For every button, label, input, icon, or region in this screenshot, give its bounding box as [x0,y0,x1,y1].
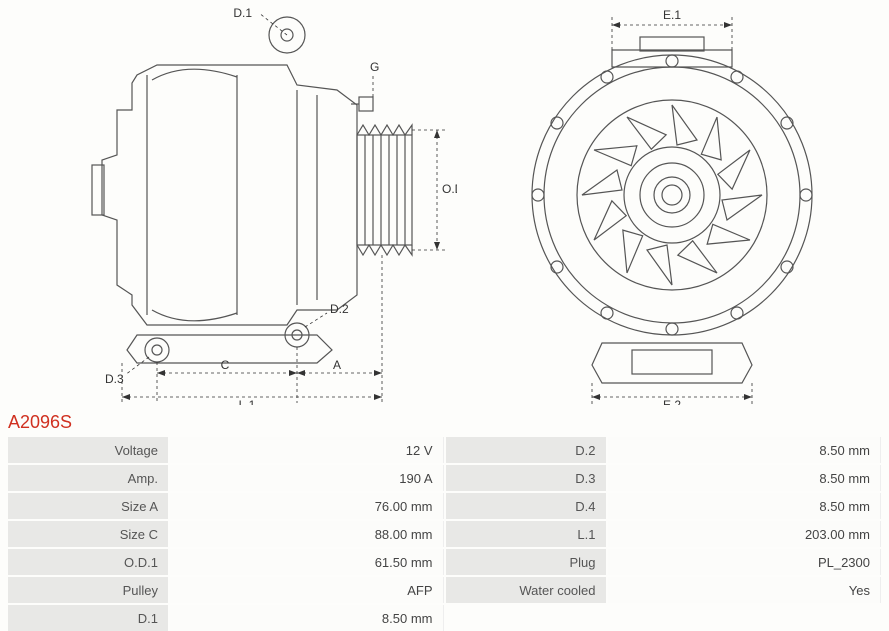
spec-value: Yes [608,577,882,603]
spec-value: AFP [170,577,444,603]
spec-value: 8.50 mm [170,605,444,631]
spec-column-right: D.28.50 mmD.38.50 mmD.48.50 mmL.1203.00 … [446,437,882,631]
spec-label: L.1 [446,521,606,547]
spec-row: Voltage12 V [8,437,444,463]
label-a: A [333,358,341,372]
spec-value: 61.50 mm [170,549,444,575]
spec-label: D.4 [446,493,606,519]
spec-value: 8.50 mm [608,437,882,463]
spec-label: Voltage [8,437,168,463]
spec-label: Amp. [8,465,168,491]
spec-row: O.D.161.50 mm [8,549,444,575]
spec-column-left: Voltage12 VAmp.190 ASize A76.00 mmSize C… [8,437,444,631]
spec-row: L.1203.00 mm [446,521,882,547]
label-d2: D.2 [330,302,349,316]
label-g: G [370,60,379,74]
spec-value: 190 A [170,465,444,491]
spec-value: PL_2300 [608,549,882,575]
spec-label: Size A [8,493,168,519]
spec-label: D.1 [8,605,168,631]
label-c: C [221,358,230,372]
spec-label: Water cooled [446,577,606,603]
spec-label: Plug [446,549,606,575]
spec-value: 88.00 mm [170,521,444,547]
spec-row: D.28.50 mm [446,437,882,463]
front-view-diagram: E.1 E.2 [492,5,852,405]
spec-row: D.48.50 mm [446,493,882,519]
part-number-title: A2096S [0,410,889,437]
spec-value: 76.00 mm [170,493,444,519]
label-e1: E.1 [663,8,681,22]
spec-value: 8.50 mm [608,465,882,491]
spec-row: PulleyAFP [8,577,444,603]
spec-value: 12 V [170,437,444,463]
side-view-diagram: D.1 G O.D.1 D.2 D.3 A C L.1 [37,5,457,405]
diagram-area: D.1 G O.D.1 D.2 D.3 A C L.1 [0,0,889,410]
spec-label: D.2 [446,437,606,463]
spec-label: Size C [8,521,168,547]
label-d3: D.3 [105,372,124,386]
label-od1: O.D.1 [442,182,457,196]
label-d1: D.1 [234,6,253,20]
label-e2: E.2 [663,398,681,405]
label-l1: L.1 [239,398,256,405]
spec-table: Voltage12 VAmp.190 ASize A76.00 mmSize C… [0,437,889,631]
spec-label: D.3 [446,465,606,491]
spec-row: Size C88.00 mm [8,521,444,547]
spec-row: Size A76.00 mm [8,493,444,519]
spec-row: D.38.50 mm [446,465,882,491]
spec-value: 203.00 mm [608,521,882,547]
spec-label: O.D.1 [8,549,168,575]
spec-row: Water cooledYes [446,577,882,603]
spec-row: D.18.50 mm [8,605,444,631]
spec-value: 8.50 mm [608,493,882,519]
spec-label: Pulley [8,577,168,603]
spec-row: PlugPL_2300 [446,549,882,575]
spec-row: Amp.190 A [8,465,444,491]
